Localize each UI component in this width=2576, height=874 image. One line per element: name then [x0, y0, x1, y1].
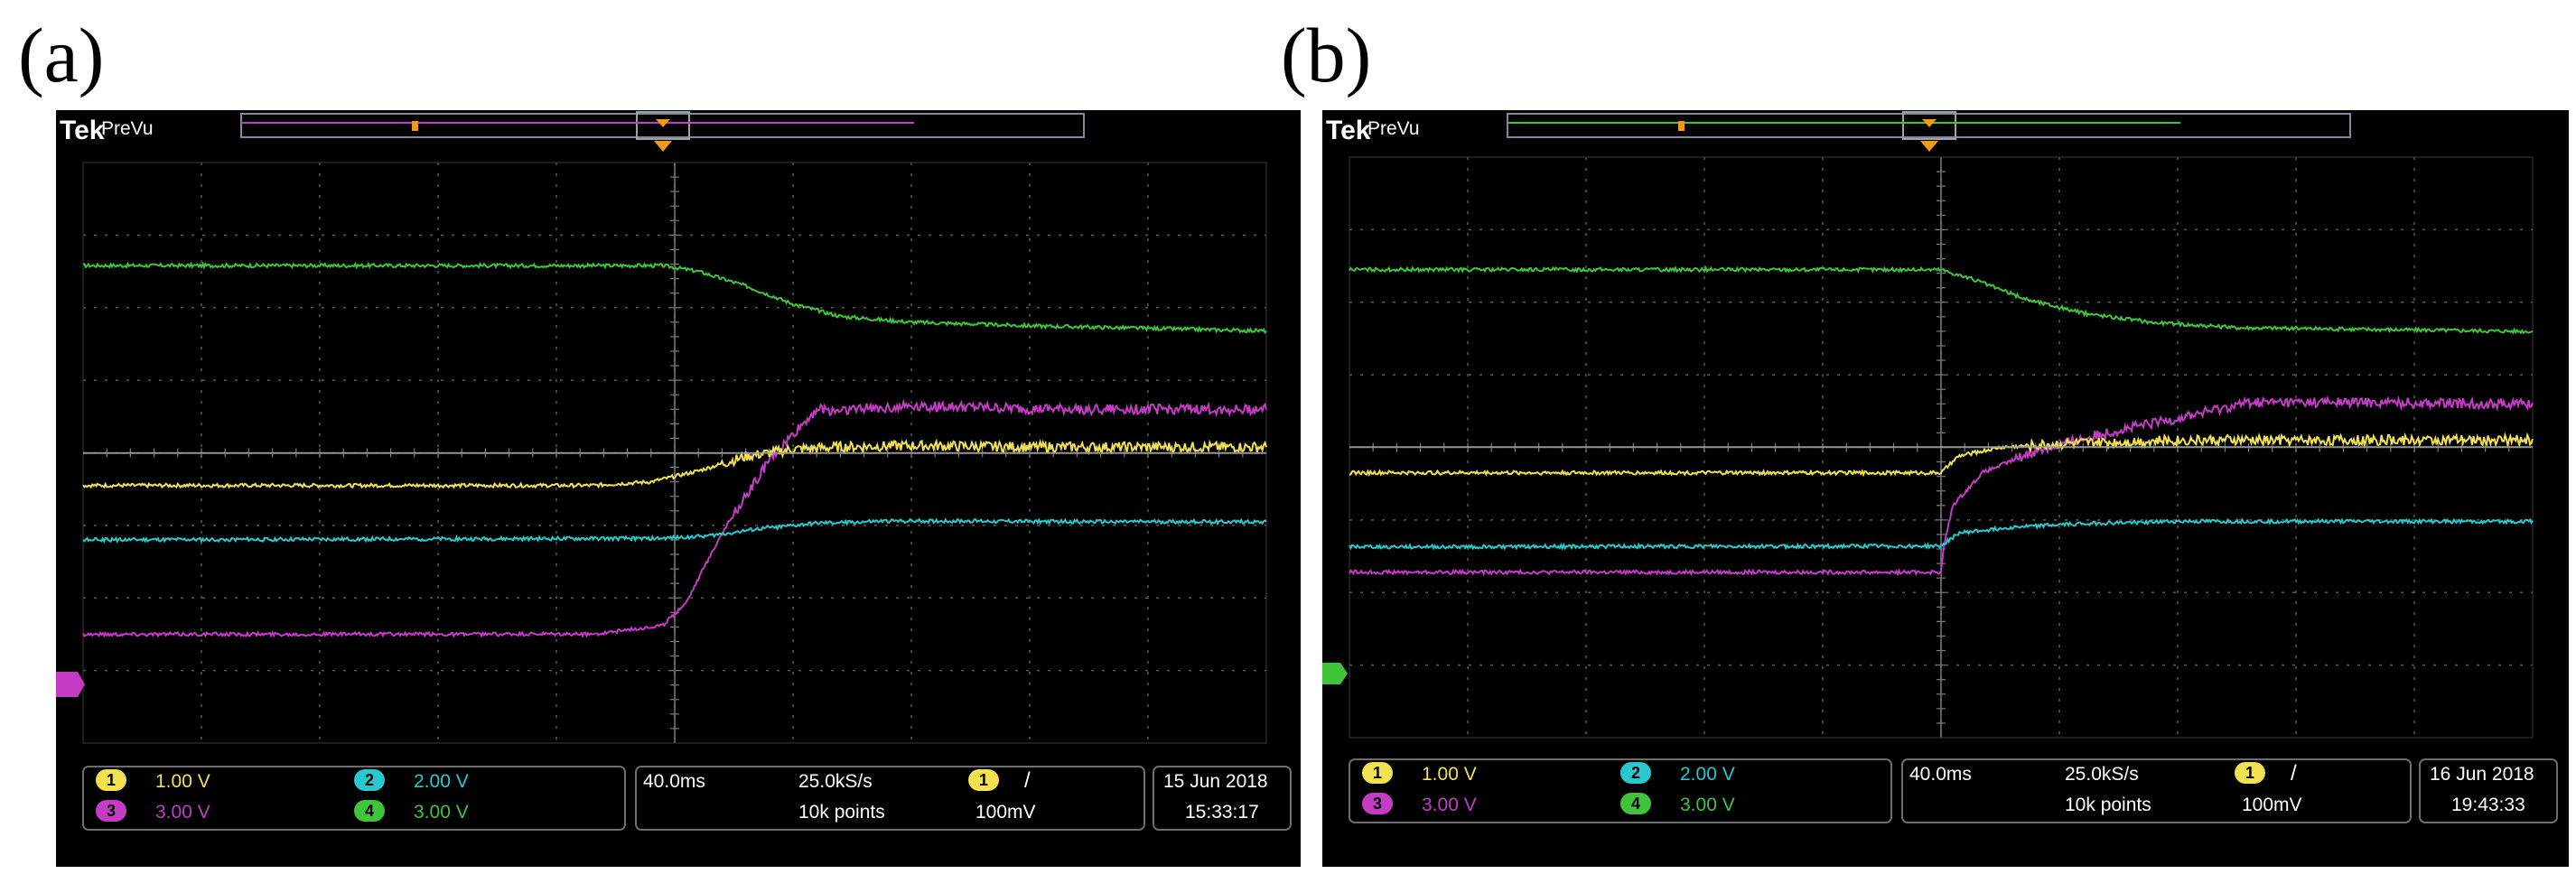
brand-logo: Tek: [1326, 116, 1371, 145]
sample-rate: 25.0kS/s: [798, 771, 873, 792]
waveform-ch2: [82, 517, 1267, 544]
panel-b-label: (b): [1281, 12, 1372, 98]
date: 16 Jun 2018: [2430, 764, 2534, 785]
waveform-ch4: [82, 261, 1267, 334]
trigger-level: 100mV: [2242, 795, 2302, 815]
panel-a-label: (a): [18, 12, 105, 98]
view-window[interactable]: [1902, 111, 1956, 140]
trigger-slope: /: [2291, 761, 2297, 786]
view-window[interactable]: [636, 111, 690, 140]
acquisition-box: [1901, 758, 2412, 823]
ch4-badge[interactable]: 4: [1620, 793, 1651, 814]
ch3-ground-marker-icon: [56, 672, 85, 697]
waveforms: [82, 261, 1267, 638]
record-overview-bar[interactable]: [1507, 113, 2351, 138]
waveform-ch4: [1349, 265, 2534, 335]
record-length: 10k points: [798, 802, 885, 823]
ch2-badge[interactable]: 2: [354, 769, 385, 791]
ch1-badge[interactable]: 1: [96, 769, 126, 791]
scope-display-b: [1322, 111, 2558, 823]
ch2-badge[interactable]: 2: [1620, 762, 1651, 784]
trigger-source-badge[interactable]: 1: [968, 769, 999, 791]
waveforms: [1349, 265, 2534, 577]
ch2-scale: 2.00 V: [1680, 764, 1735, 785]
acquisition-box: [635, 766, 1145, 831]
ch3-badge[interactable]: 3: [96, 800, 126, 822]
acquisition-mode: PreVu: [101, 118, 154, 139]
date: 15 Jun 2018: [1163, 771, 1268, 792]
trigger-position-icon: [1920, 141, 1938, 152]
scope-screen-a: Tek PreVu 1 1.00 V 3 3.00 V 2 2.00 V 4 3…: [56, 110, 1301, 867]
trigger-level: 100mV: [975, 802, 1036, 823]
brand-logo: Tek: [60, 116, 105, 145]
position-marker-icon: [412, 121, 418, 131]
ch2-scale: 2.00 V: [414, 771, 469, 792]
ch1-scale: 1.00 V: [1422, 764, 1477, 785]
waveform-ch3: [82, 398, 1267, 638]
view-trigger-marker-icon: [656, 119, 670, 127]
ch4-scale: 3.00 V: [414, 802, 469, 823]
waveform-ch2: [1349, 517, 2534, 551]
ch1-scale: 1.00 V: [155, 771, 210, 792]
waveform-ch3: [1349, 395, 2534, 577]
waveform-ch1: [1349, 432, 2534, 478]
scope-display-a: [56, 111, 1292, 831]
timebase: 40.0ms: [643, 771, 705, 792]
trigger-slope: /: [1024, 768, 1031, 793]
channel-scale-box: [82, 766, 626, 831]
channel-scale-box: [1349, 758, 1892, 823]
ch3-badge[interactable]: 3: [1362, 793, 1393, 814]
acquisition-mode: PreVu: [1367, 118, 1420, 139]
time: 19:43:33: [2451, 795, 2525, 815]
trigger-position-icon: [654, 141, 672, 152]
ch1-badge[interactable]: 1: [1362, 762, 1393, 784]
datetime-box: [2419, 758, 2558, 823]
ch4-ground-marker-icon: [1322, 663, 1348, 684]
ch3-scale: 3.00 V: [155, 802, 210, 823]
ch4-scale: 3.00 V: [1680, 795, 1735, 815]
ch3-scale: 3.00 V: [1422, 795, 1477, 815]
timebase: 40.0ms: [1909, 764, 1972, 785]
position-marker-icon: [1678, 121, 1685, 131]
sample-rate: 25.0kS/s: [2065, 764, 2139, 785]
datetime-box: [1153, 766, 1292, 831]
waveform-ch1: [82, 438, 1267, 489]
time: 15:33:17: [1185, 802, 1259, 823]
trigger-source-badge[interactable]: 1: [2235, 762, 2265, 784]
scope-screen-b: Tek PreVu 1 1.00 V 3 3.00 V 2 2.00 V 4 3…: [1322, 110, 2569, 867]
record-overview-bar[interactable]: [240, 113, 1085, 138]
record-length: 10k points: [2065, 795, 2151, 815]
view-trigger-marker-icon: [1922, 119, 1937, 127]
ch4-badge[interactable]: 4: [354, 800, 385, 822]
